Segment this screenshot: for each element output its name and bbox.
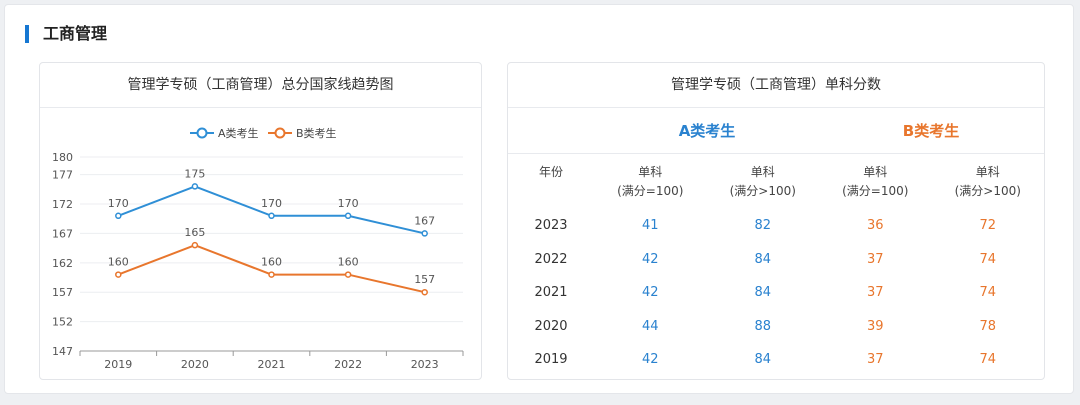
trend-line-chart: 147 152 157 162 167 172 177 180 2019 2020 2021 2022… [52,126,464,371]
cell-b-100: 36 [866,218,884,234]
table-row: 2021 42 84 37 74 [508,276,1044,310]
cell-b-100: 37 [866,352,884,368]
section-title: 工商管理 [43,24,108,43]
cell-b-over100: 74 [979,251,997,267]
data-point [421,288,428,296]
score-table: 年份 单科 (满分=100) 单科 (满分>100) 单科 (满分=100) 单科 (满… [508,155,1044,377]
x-tick-label: 2019 [104,358,132,371]
cell-a-100: 42 [641,285,659,301]
header-a-over100: 单科 (满分>100) [707,155,820,209]
cell-a-100: 44 [641,318,659,334]
cell-b-100: 37 [866,251,884,267]
y-tick-label: 180 [52,151,73,164]
table-row: 2019 42 84 37 74 [508,343,1044,377]
header-line1: 单科 [863,165,888,179]
data-label: 157 [414,273,435,286]
series-line [117,185,425,235]
group-b-label: B类考生 [902,122,960,140]
section-accent-bar [25,25,29,43]
table-row: 2020 44 88 39 78 [508,310,1044,344]
cell-year: 2022 [534,251,568,267]
cell-a-100: 41 [641,218,659,234]
cell-year: 2019 [534,352,568,368]
table-header-row: 年份 单科 (满分=100) 单科 (满分>100) 单科 (满分=100) 单科 (满… [508,155,1044,209]
cell-b-100: 37 [866,285,884,301]
data-label: 175 [184,167,205,180]
cell-b-over100: 78 [979,318,997,334]
header-line1: 年份 [538,165,563,179]
trend-chart-card: 管理学专硕（工商管理）总分国家线趋势图 147 152 157 162 167 172 17… [39,62,482,380]
cell-a-over100: 84 [754,285,772,301]
cell-a-100: 42 [641,352,659,368]
cell-b-over100: 74 [979,285,997,301]
data-label: 160 [338,256,359,269]
content-panel: 工商管理 管理学专硕（工商管理）总分国家线趋势图 147 152 157 162 167… [4,4,1074,394]
cell-year: 2021 [534,285,568,301]
header-line2: (满分=100) [617,184,684,198]
cell-b-100: 39 [866,318,884,334]
x-tick-label: 2021 [258,358,286,371]
header-b-100: 单科 (满分=100) [819,155,932,209]
x-tick-label: 2020 [181,358,209,371]
table-row: 2023 41 82 36 72 [508,209,1044,243]
cell-b-over100: 72 [979,218,997,234]
cell-a-100: 42 [641,251,659,267]
cell-a-over100: 84 [754,352,772,368]
data-point [115,271,122,278]
y-tick-label: 177 [52,169,73,182]
data-label: 160 [108,256,129,269]
y-tick-label: 167 [52,227,73,240]
x-tick-label: 2023 [411,358,439,371]
header-line2: (满分=100) [842,184,909,198]
header-line1: 单科 [638,165,663,179]
data-point [344,271,352,278]
data-label: 170 [108,197,129,210]
legend-swatch-marker [196,127,208,139]
single-subject-card: 管理学专硕（工商管理）单科分数 A类考生 B类考生 年份 单科 (满分=100) … [507,62,1045,380]
header-year: 年份 [508,155,594,209]
data-point [344,212,352,220]
header-line2: (满分>100) [954,184,1021,198]
data-label: 170 [338,197,359,210]
data-label: 167 [414,214,435,227]
data-label: 160 [261,256,282,269]
cell-a-over100: 88 [754,318,772,334]
data-point [115,212,122,220]
cell-b-over100: 74 [979,352,997,368]
header-a-100: 单科 (满分=100) [594,155,707,209]
group-a-label: A类考生 [678,122,736,140]
header-line2: (满分>100) [729,184,796,198]
y-tick-label: 152 [52,316,73,329]
y-tick-label: 157 [52,286,73,299]
series-line [117,244,425,294]
group-header-row: A类考生 B类考生 [508,108,1044,154]
data-label: 165 [184,226,205,239]
cell-year: 2020 [534,318,568,334]
table-row: 2022 42 84 37 74 [508,243,1044,277]
data-point [268,212,275,220]
chart-card-title: 管理学专硕（工商管理）总分国家线趋势图 [40,63,481,108]
y-tick-label: 162 [52,257,73,270]
data-point [191,183,199,190]
y-tick-label: 172 [52,198,73,211]
data-point [191,241,199,249]
header-line1: 单科 [975,165,1000,179]
cell-year: 2023 [534,218,568,234]
data-point [268,271,275,278]
cell-a-over100: 82 [754,218,772,234]
legend-label: A类考生 [218,126,259,140]
header-b-over100: 单科 (满分>100) [932,155,1045,209]
data-point [421,230,428,237]
data-label: 170 [261,197,282,210]
table-card-title: 管理学专硕（工商管理）单科分数 [508,63,1044,108]
header-line1: 单科 [750,165,775,179]
cell-a-over100: 84 [754,251,772,267]
y-tick-label: 147 [52,345,73,358]
x-tick-label: 2022 [334,358,362,371]
legend-label: B类考生 [296,126,337,140]
legend-swatch-marker [274,127,286,139]
